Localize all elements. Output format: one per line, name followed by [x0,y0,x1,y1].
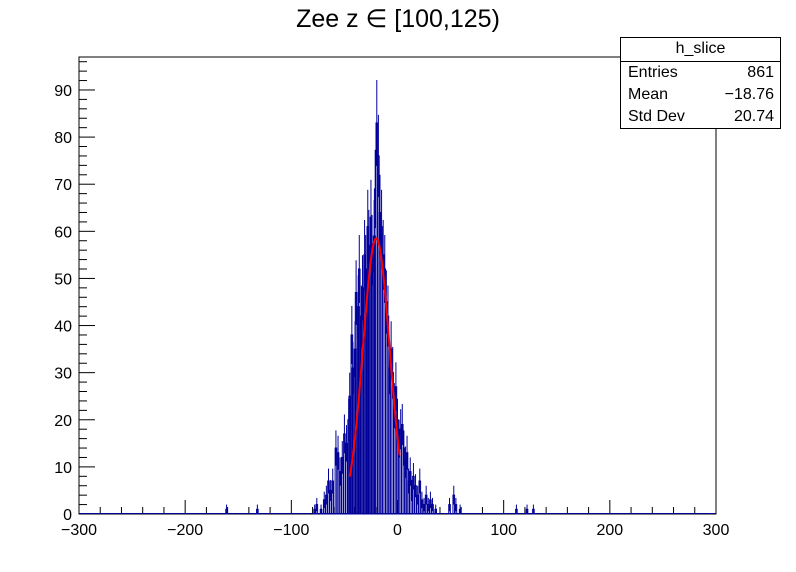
y-tick-label: 80 [54,130,72,147]
histogram-bins [79,80,716,515]
y-tick-label: 20 [54,413,72,430]
y-tick-label: 50 [54,271,72,288]
x-tick-label: 200 [596,522,623,539]
x-tick-label: −200 [167,522,203,539]
y-axis: 0 10 20 30 40 50 60 70 80 90 [54,61,95,524]
stats-row-std-dev: Std Dev 20.74 [621,106,780,128]
x-tick-label: −100 [273,522,309,539]
stats-label: Std Dev [628,108,685,125]
y-tick-label: 90 [54,83,72,100]
y-tick-label: 70 [54,177,72,194]
y-tick-label: 60 [54,224,72,241]
y-tick-label: 30 [54,366,72,383]
x-axis: −300 −200 −100 0 100 200 300 [61,500,729,539]
stats-value: 20.74 [733,108,774,125]
gaussian-fit-curve [348,237,401,477]
stats-value: −18.76 [724,86,774,103]
stats-box-title: h_slice [621,38,780,62]
stats-row-entries: Entries 861 [621,62,780,84]
y-tick-label: 10 [54,460,72,477]
stats-label: Mean [628,86,669,103]
x-tick-label: 300 [703,522,730,539]
y-tick-label: 0 [63,507,72,524]
x-tick-label: 0 [393,522,402,539]
stats-value: 861 [747,64,774,81]
x-tick-label: 100 [490,522,517,539]
x-tick-label: −300 [61,522,97,539]
stats-box: h_slice Entries 861 Mean −18.76 Std Dev … [620,37,781,129]
stats-label: Entries [628,64,678,81]
y-tick-label: 40 [54,319,72,336]
chart-title: Zee z ∈ [100,125) [296,5,500,33]
stats-row-mean: Mean −18.76 [621,84,780,106]
